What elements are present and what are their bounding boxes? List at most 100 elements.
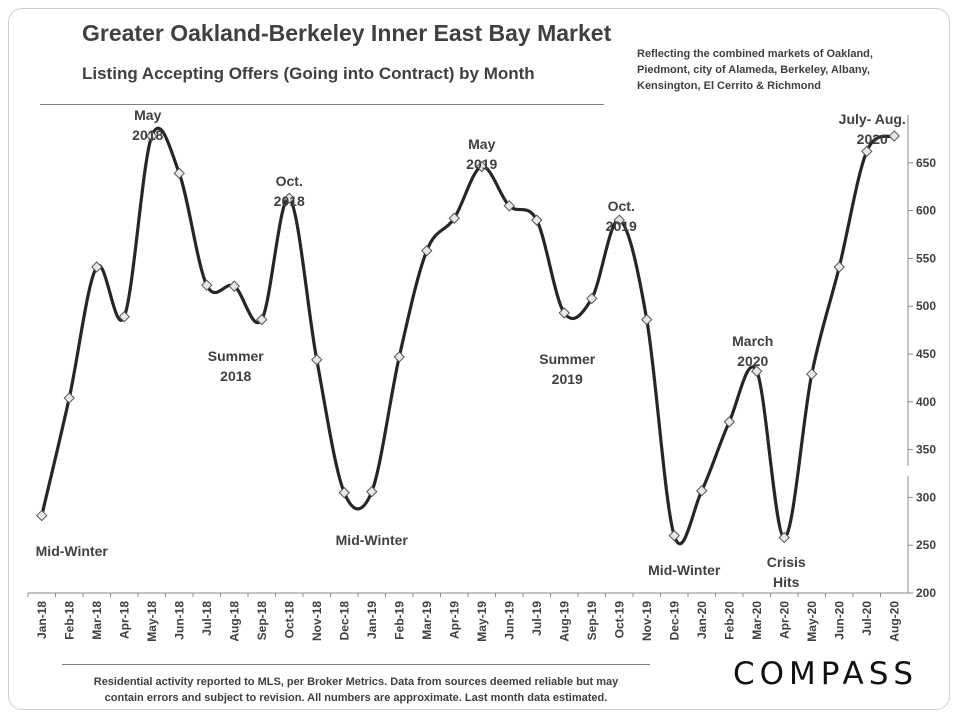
market-note: Reflecting the combined markets of Oakla… [637, 46, 937, 94]
annotation-label: March 2020 [732, 333, 773, 369]
annotation-line: Summer [208, 348, 265, 364]
annotation-line: 2020 [857, 131, 888, 147]
annotation-line: Mid-Winter [336, 532, 409, 548]
data-point [723, 416, 735, 428]
y-tick-label: 350 [916, 443, 936, 457]
data-point [586, 292, 598, 305]
data-point [833, 261, 845, 273]
x-tick-label: Mar-19 [420, 601, 434, 640]
annotation-line: Mid-Winter [36, 543, 109, 559]
y-tick-label: 300 [916, 490, 936, 504]
y-tick-label: 500 [916, 299, 936, 313]
market-note-line: Reflecting the combined markets of Oakla… [637, 48, 873, 60]
page-title: Greater Oakland-Berkeley Inner East Bay … [82, 20, 612, 46]
x-tick-label: Apr-18 [117, 601, 131, 639]
x-tick-label: Nov-19 [640, 601, 654, 641]
y-tick-label: 650 [916, 156, 936, 170]
y-tick-label: 600 [916, 204, 936, 218]
data-point [861, 145, 873, 158]
y-tick-label: 450 [916, 347, 936, 361]
data-point [668, 529, 680, 542]
x-tick-label: Jun-20 [832, 601, 846, 640]
data-point [201, 279, 213, 291]
x-tick-label: Jul-19 [530, 601, 544, 636]
data-point [476, 160, 488, 173]
annotation-line: May [134, 107, 161, 123]
annotation-label: Mid-Winter [36, 543, 109, 559]
annotation-line: 2018 [132, 127, 163, 143]
data-point [806, 368, 818, 380]
x-tick-label: Oct-19 [612, 601, 626, 639]
x-tick-label: Jul-18 [200, 601, 214, 636]
annotation-line: 2019 [606, 218, 637, 234]
data-point [228, 280, 240, 292]
footer-divider [62, 664, 650, 665]
data-point [421, 245, 433, 257]
data-point [91, 261, 103, 273]
data-point [888, 130, 900, 142]
chart-subtitle: Listing Accepting Offers (Going into Con… [82, 64, 535, 83]
x-tick-label: Oct-18 [282, 601, 296, 639]
x-tick-label: Sep-19 [585, 601, 599, 641]
data-point [448, 212, 460, 224]
annotation-label: Summer 2018 [208, 348, 265, 384]
data-point [366, 485, 378, 498]
footer-disclaimer: Residential activity reported to MLS, pe… [62, 674, 650, 706]
annotation-line: Mid-Winter [648, 562, 721, 578]
annotation-label: July- Aug. 2020 [839, 111, 906, 147]
x-tick-label: Aug-20 [887, 601, 901, 642]
annotation-line: Crisis [767, 554, 806, 570]
x-tick-label: May-20 [805, 601, 819, 642]
x-tick-label: Jan-19 [365, 601, 379, 639]
chart-frame [8, 8, 950, 710]
data-point [503, 200, 515, 212]
annotation-label: Crisis Hits [767, 554, 806, 590]
annotation-label: Oct. 2019 [606, 198, 637, 234]
data-point [393, 351, 405, 363]
annotation-line: 2019 [552, 371, 583, 387]
x-tick-label: Jul-20 [860, 601, 874, 636]
x-tick-label: Feb-20 [722, 601, 736, 640]
annotation-line: Hits [773, 574, 800, 590]
series-line [40, 126, 896, 546]
annotation-label: May 2019 [466, 136, 497, 172]
data-point [558, 307, 570, 319]
data-point [531, 214, 543, 226]
x-tick-label: Mar-20 [750, 601, 764, 640]
annotation-line: Oct. [608, 198, 635, 214]
x-tick-label: Mar-18 [90, 601, 104, 640]
data-point [641, 313, 653, 326]
x-tick-label: Nov-18 [310, 601, 324, 641]
x-tick-label: Apr-20 [777, 601, 791, 639]
x-tick-label: Jan-18 [35, 601, 49, 639]
x-tick-label: Aug-18 [227, 601, 241, 642]
x-tick-label: Jun-18 [172, 601, 186, 640]
y-tick-label: 250 [916, 538, 936, 552]
x-tick-label: May-18 [145, 601, 159, 642]
x-tick-label: Sep-18 [255, 601, 269, 641]
data-point [283, 192, 295, 204]
annotation-label: Summer 2019 [539, 351, 596, 387]
footer-line: contain errors and subject to revision. … [104, 692, 608, 704]
data-point [146, 130, 158, 142]
x-tick-label: Apr-19 [447, 601, 461, 639]
x-tick-label: Feb-19 [392, 601, 406, 640]
x-tick-label: Jun-19 [502, 601, 516, 640]
x-tick-label: May-19 [475, 601, 489, 642]
data-point [36, 509, 48, 522]
annotation-line: Oct. [276, 173, 303, 189]
annotation-label: Mid-Winter [648, 562, 721, 578]
annotation-label: Mid-Winter [336, 532, 409, 548]
data-point [338, 486, 350, 499]
annotation-line: 2019 [466, 156, 497, 172]
y-tick-label: 400 [916, 395, 936, 409]
x-tick-label: Feb-18 [62, 601, 76, 640]
x-tick-label: Jan-20 [695, 601, 709, 639]
market-note-line: Kensington, El Cerrito & Richmond [637, 80, 821, 92]
data-point [118, 311, 130, 323]
data-point [696, 485, 708, 497]
data-point [256, 313, 268, 326]
data-point [751, 365, 763, 377]
x-tick-label: Aug-19 [557, 601, 571, 642]
